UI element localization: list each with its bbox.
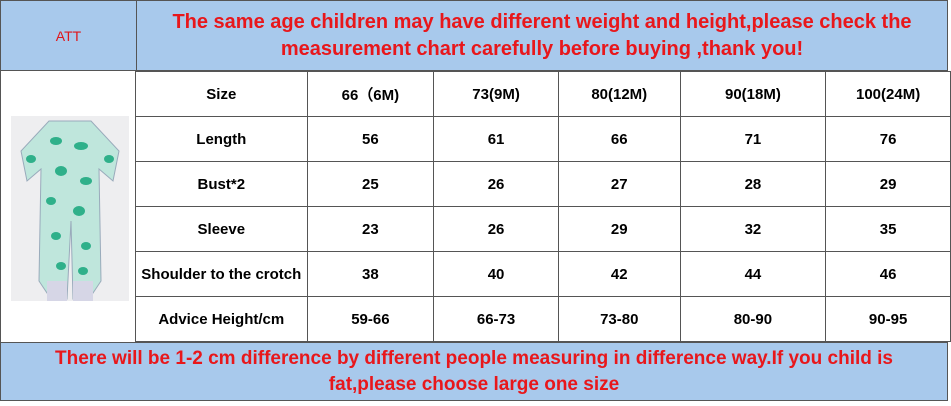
cell: 46 (825, 251, 951, 297)
row-label: Bust*2 (135, 161, 308, 207)
cell: 44 (679, 251, 827, 297)
cell: 40 (433, 251, 559, 297)
data-row: Advice Height/cm 59-66 66-73 73-80 80-90 90-9… (135, 296, 951, 342)
row-label: Shoulder to the crotch (135, 251, 308, 297)
cell: 80-90 (679, 296, 827, 342)
data-row: Bust*2 25 26 27 28 29 (135, 161, 951, 207)
cell: 27 (557, 161, 681, 207)
cell: 66-73 (433, 296, 559, 342)
data-row: Length 56 61 66 71 76 (135, 116, 951, 162)
cell: 90(18M) (679, 71, 827, 117)
cell: 73(9M) (433, 71, 559, 117)
top-banner: ATT The same age children may have diffe… (0, 0, 948, 71)
cell: 61 (433, 116, 559, 162)
row-label: Advice Height/cm (135, 296, 308, 342)
row-label: Size (135, 71, 308, 117)
footer-notice: There will be 1-2 cm difference by diffe… (0, 342, 948, 401)
data-row: Shoulder to the crotch 38 40 42 44 46 (135, 251, 951, 297)
cell: 26 (433, 161, 559, 207)
brand: ATT (1, 1, 137, 70)
cell: 73-80 (557, 296, 681, 342)
cell: 38 (306, 251, 435, 297)
cell: 42 (557, 251, 681, 297)
row-label: Sleeve (135, 206, 308, 252)
cell: 76 (825, 116, 951, 162)
cell: 66 (557, 116, 681, 162)
cell: 32 (679, 206, 827, 252)
row-label: Length (135, 116, 308, 162)
cell: 80(12M) (557, 71, 681, 117)
cell: 28 (679, 161, 827, 207)
cell: 100(24M) (825, 71, 951, 117)
cell: 90-95 (825, 296, 951, 342)
cell: 66（6M) (306, 71, 435, 117)
notice: The same age children may have different… (172, 10, 912, 60)
product-image (0, 71, 129, 342)
cell: 29 (825, 161, 951, 207)
data-row: Sleeve 23 26 29 32 35 (135, 206, 951, 252)
cell: 23 (306, 206, 435, 252)
cell: 25 (306, 161, 435, 207)
cell: 59-66 (306, 296, 435, 342)
cell: 35 (825, 206, 951, 252)
cell: 56 (306, 116, 435, 162)
cell: 71 (679, 116, 827, 162)
header-row: Size 66（6M) 73(9M) 80(12M) 90(18M) 100(24M) (135, 71, 951, 117)
cell: 29 (557, 206, 681, 252)
size-table: Size 66（6M) 73(9M) 80(12M) 90(18M) 100(24M) Le… (135, 71, 951, 342)
cell: 26 (433, 206, 559, 252)
